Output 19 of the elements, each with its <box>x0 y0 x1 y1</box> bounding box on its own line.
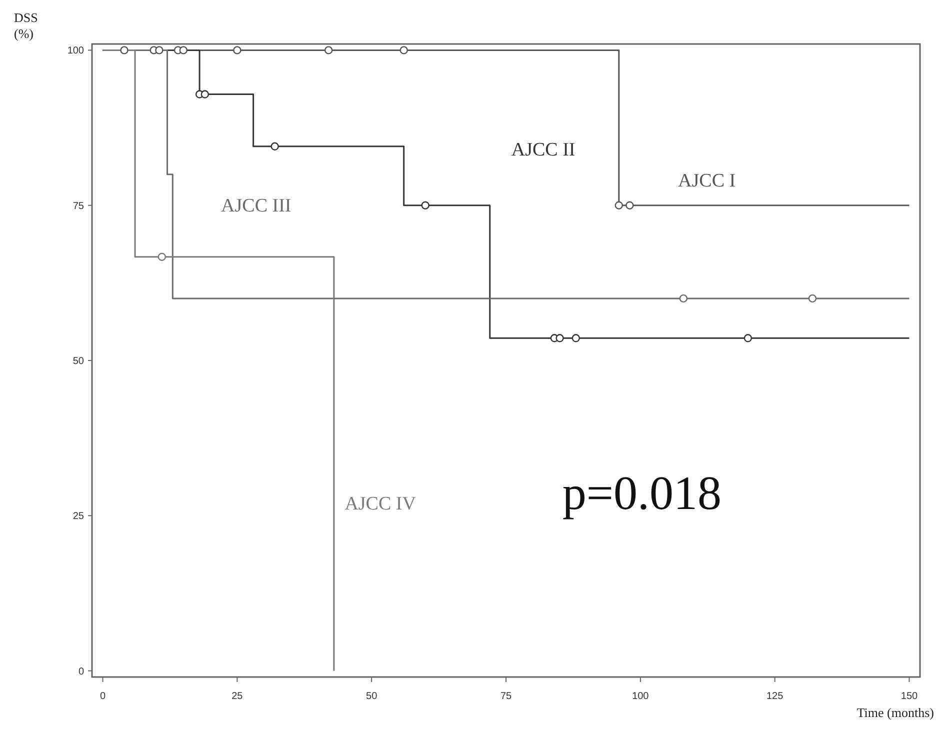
x-tick-label: 100 <box>632 691 650 702</box>
series-label: AJCC IV <box>344 493 416 514</box>
y-tick-label: 75 <box>72 200 84 212</box>
x-tick-label: 125 <box>766 691 784 702</box>
y-tick-label: 100 <box>67 46 84 57</box>
y-axis-title: DSS (%) <box>14 10 38 41</box>
text: AJCC III <box>221 196 292 217</box>
x-tick-label: 150 <box>900 691 918 702</box>
x-axis-title: Time (months) <box>856 705 934 720</box>
annotation: p=0.018 <box>562 467 722 520</box>
x-tick-label: 50 <box>366 691 378 702</box>
text: AJCC II <box>511 140 576 161</box>
y-tick-label: 50 <box>72 356 84 367</box>
y-tick-label: 25 <box>72 511 84 522</box>
series-label: AJCC I <box>678 170 736 192</box>
y-tick-label: 0 <box>78 666 84 678</box>
x-tick-label: 75 <box>500 691 512 702</box>
x-tick-label: 25 <box>232 691 244 702</box>
x-tick-label: 0 <box>100 691 106 702</box>
